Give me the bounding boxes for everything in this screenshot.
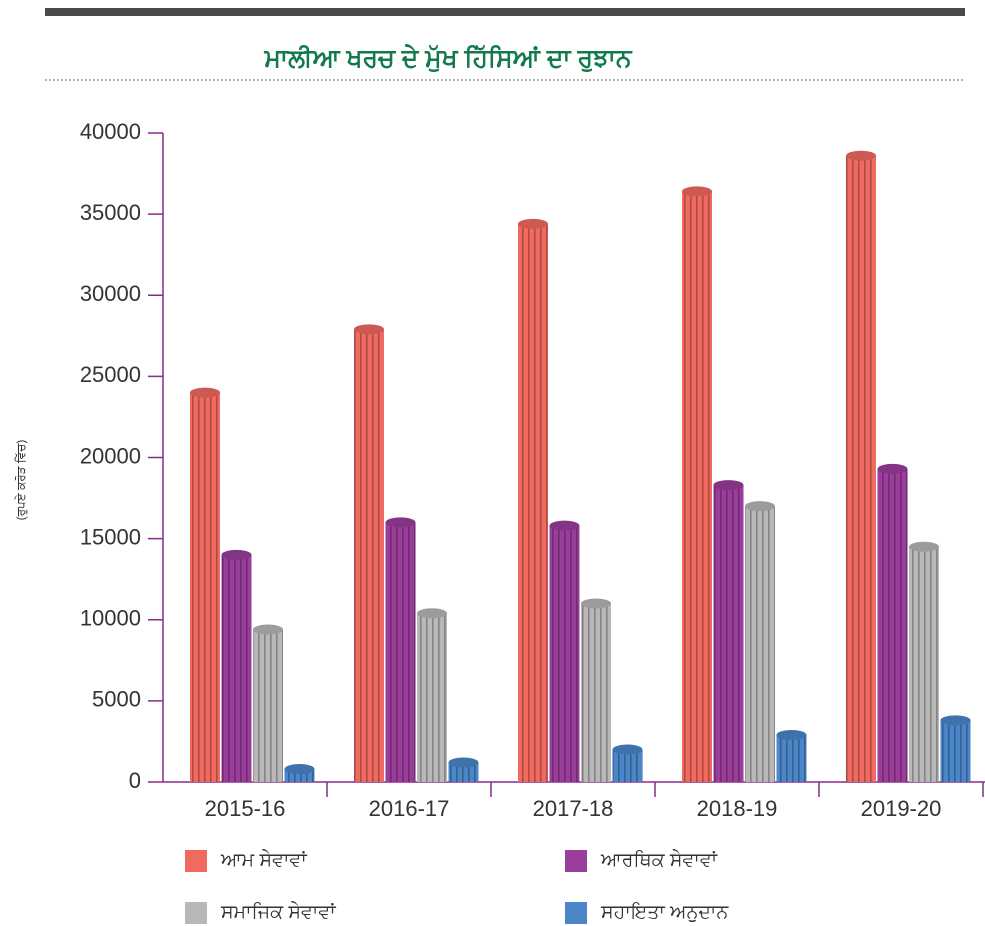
bar-cap	[612, 744, 643, 755]
bar	[385, 522, 416, 782]
bar-cap	[713, 480, 744, 491]
x-tick-label: 2017-18	[533, 796, 614, 821]
bar	[612, 749, 643, 782]
top-rule	[45, 8, 965, 16]
bar	[745, 506, 775, 782]
y-axis-label: (ਰੁਪਏ ਕਰੋੜ ਵਿੱਚ)	[14, 440, 28, 521]
x-tick-label: 2019-20	[861, 796, 942, 821]
bar-cap	[909, 541, 939, 552]
bar-cap	[417, 608, 447, 619]
legend-label: ਆਰਥਿਕ ਸੇਵਾਵਾਂ	[600, 849, 718, 871]
bar	[581, 603, 611, 782]
bar	[448, 762, 479, 782]
legend-label: ਆਮ ਸੇਵਾਵਾਂ	[220, 849, 307, 871]
bar-cap	[385, 517, 416, 528]
y-tick-label: 15000	[80, 524, 141, 549]
legend-swatch	[185, 850, 207, 872]
y-tick-label: 25000	[80, 362, 141, 387]
chart-title: ਮਾਲੀਆ ਖਰਚ ਦੇ ਮੁੱਖ ਹਿੱਸਿਆਂ ਦਾ ਰੁਝਾਨ	[263, 44, 632, 73]
bar	[221, 554, 252, 782]
bar-cap	[221, 549, 252, 560]
x-tick-label: 2016-17	[369, 796, 450, 821]
legend-label: ਸਮਾਜਿਕ ਸੇਵਾਵਾਂ	[220, 901, 336, 923]
bar	[190, 392, 220, 782]
bar-cap	[448, 757, 479, 768]
bar-cap	[190, 387, 220, 398]
x-tick-label: 2015-16	[205, 796, 286, 821]
bar	[940, 720, 971, 782]
bar-cap	[877, 463, 908, 474]
bar-cap	[581, 598, 611, 609]
bar-cap	[776, 729, 807, 740]
legend-label: ਸਹਾਇਤਾ ਅਨੁਦਾਨ	[600, 901, 729, 923]
y-tick-label: 35000	[80, 200, 141, 225]
legend-swatch	[565, 902, 587, 924]
bar	[682, 191, 712, 782]
bar-cap	[284, 764, 315, 775]
y-tick-label: 30000	[80, 281, 141, 306]
bar	[909, 546, 939, 782]
legend-swatch	[185, 902, 207, 924]
y-tick-label: 5000	[92, 687, 141, 712]
bar-cap	[354, 324, 384, 335]
bar	[253, 629, 283, 782]
bar-cap	[745, 501, 775, 512]
y-tick-label: 10000	[80, 606, 141, 631]
bar-cap	[518, 218, 548, 229]
y-tick-label: 20000	[80, 443, 141, 468]
x-tick-label: 2018-19	[697, 796, 778, 821]
legend-swatch	[565, 850, 587, 872]
bar	[417, 613, 447, 782]
bar	[354, 329, 384, 782]
bar	[877, 468, 908, 782]
bar-cap	[682, 186, 712, 197]
bar	[846, 155, 876, 783]
y-tick-label: 40000	[80, 119, 141, 144]
bar	[713, 485, 744, 782]
bar-cap	[549, 520, 580, 531]
bar-cap	[940, 715, 971, 726]
bar	[549, 525, 580, 782]
bar-cap	[253, 624, 283, 635]
y-tick-label: 0	[129, 768, 141, 793]
bar	[776, 734, 807, 782]
bar-cap	[846, 150, 876, 161]
bar	[518, 223, 548, 783]
